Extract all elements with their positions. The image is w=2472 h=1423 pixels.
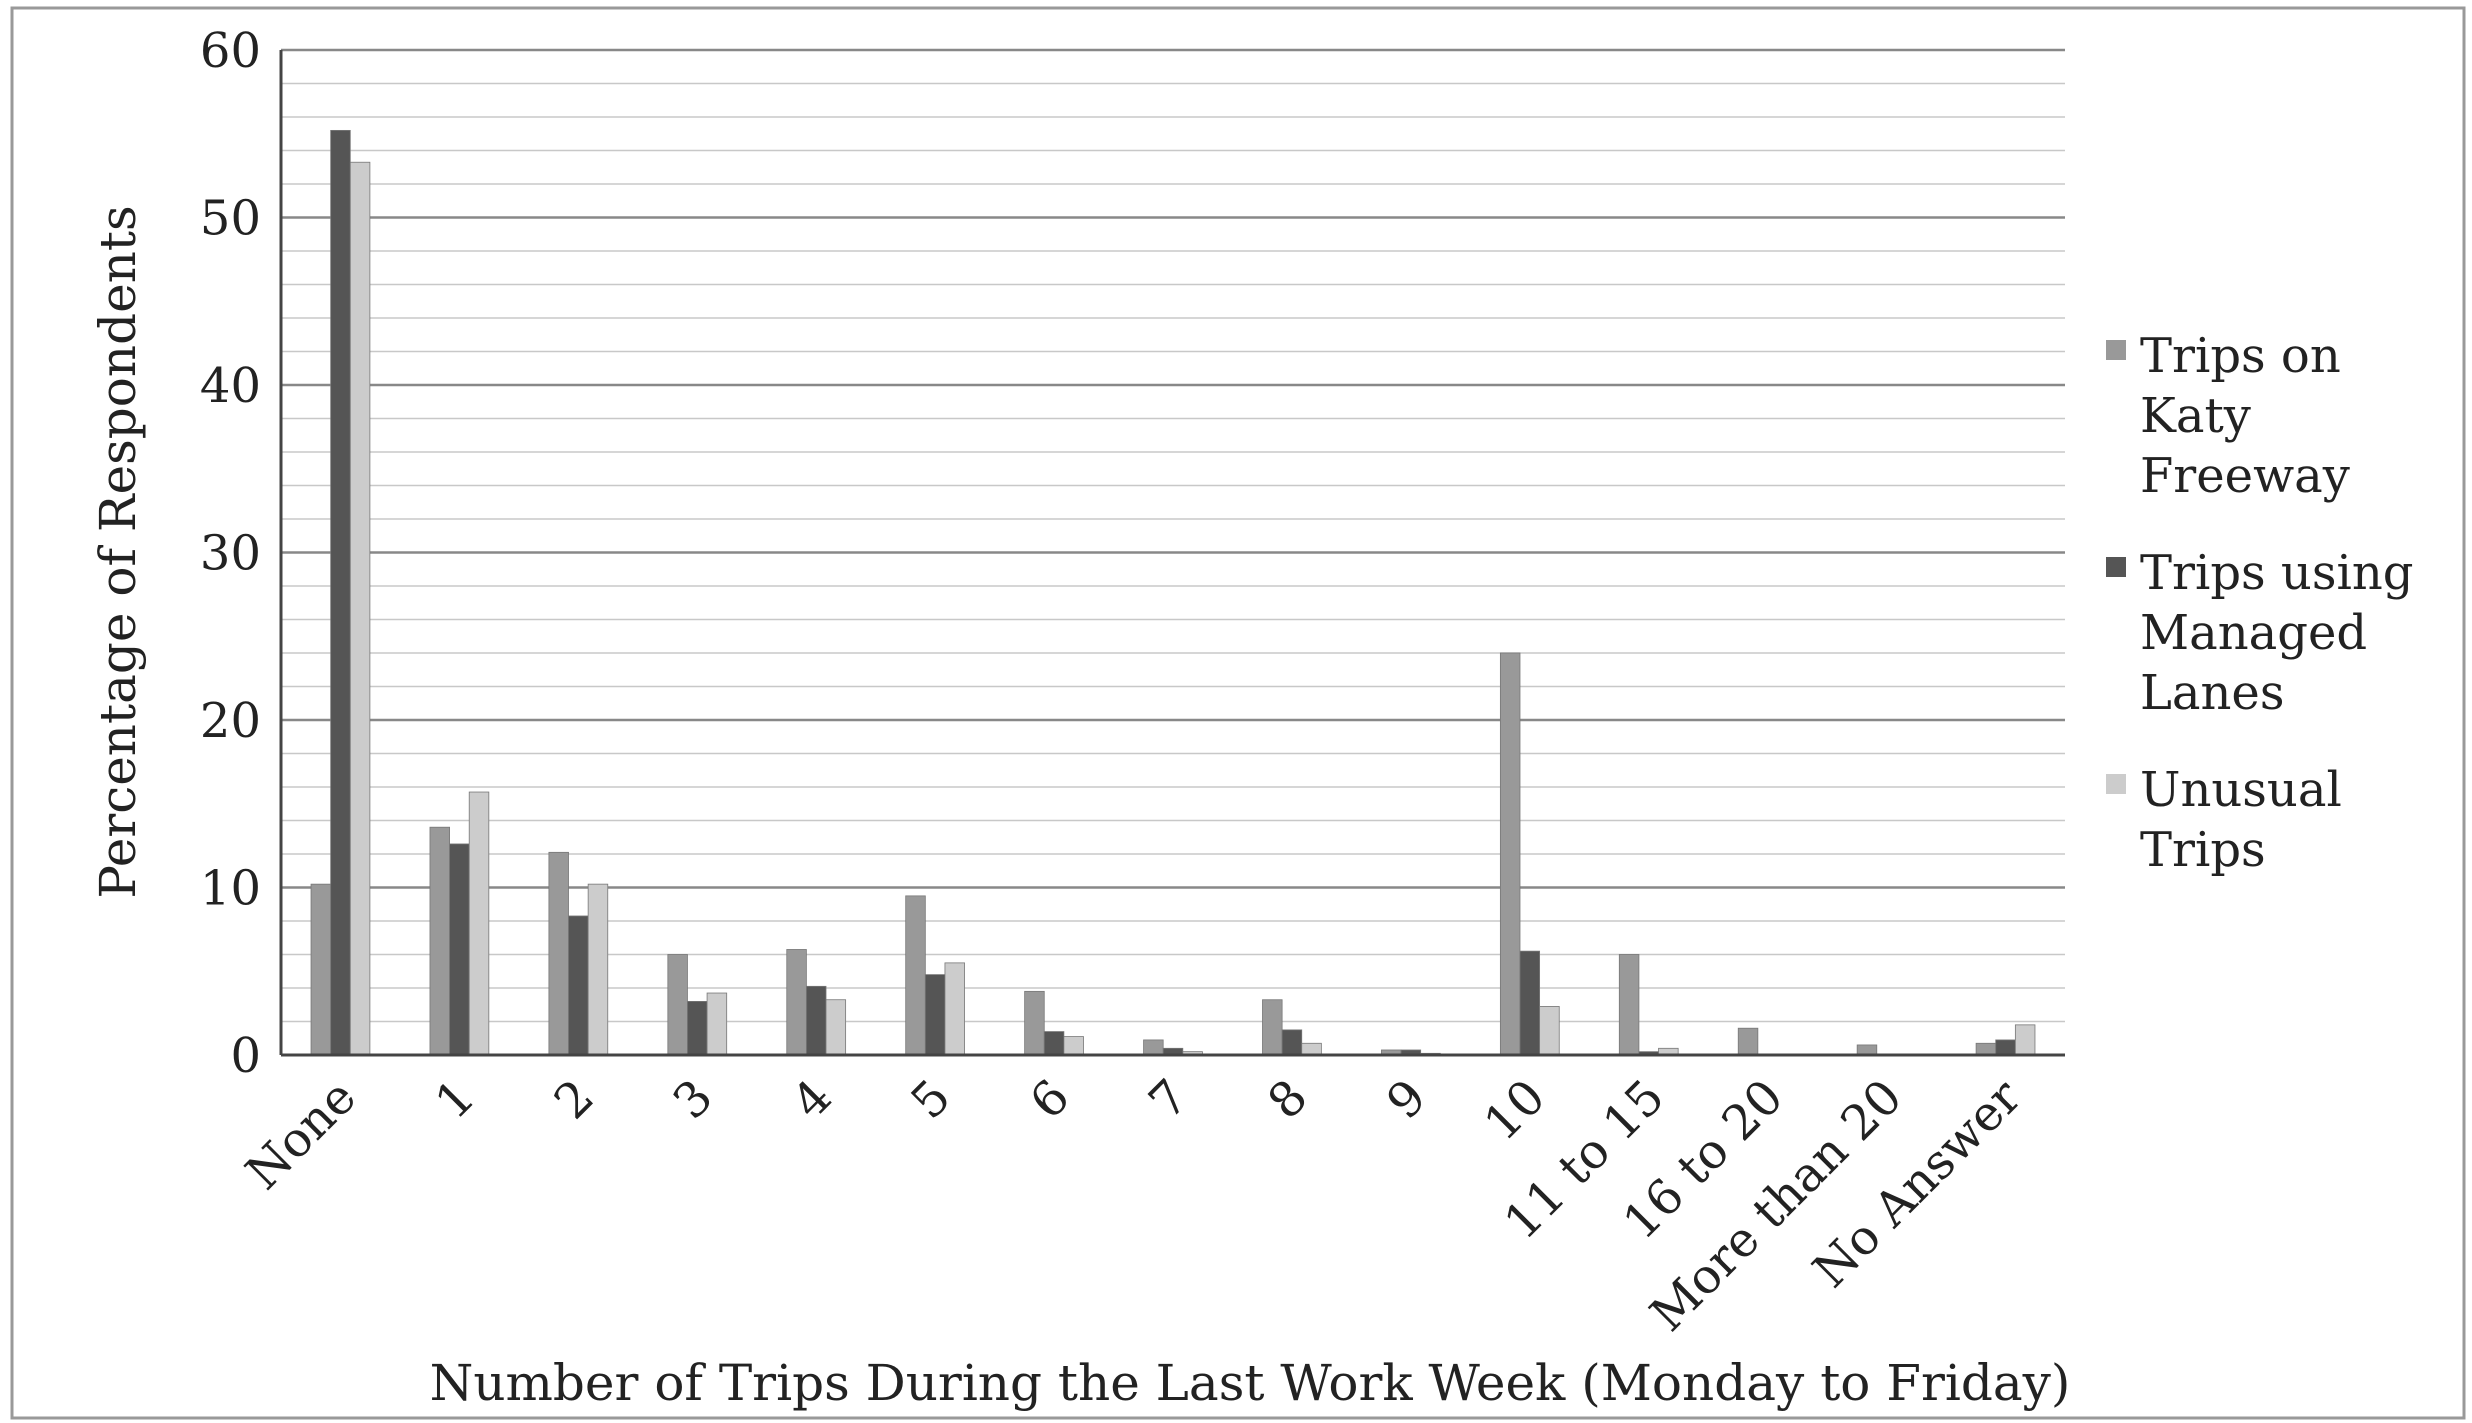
bar	[449, 843, 470, 1056]
frame	[10, 6, 2466, 1420]
legend-item: Unusual Trips	[2100, 760, 2440, 880]
bar	[825, 999, 847, 1056]
bar	[1737, 1027, 1759, 1056]
bar	[468, 791, 490, 1056]
bar	[687, 1001, 708, 1056]
bar	[1281, 1029, 1303, 1056]
x-tick-label: 1	[425, 1069, 486, 1130]
bar	[587, 883, 609, 1056]
bar	[548, 851, 569, 1056]
y-axis-title: Percentage of Respondents	[89, 205, 147, 898]
x-axis-title: Number of Trips During the Last Work Wee…	[430, 1354, 2071, 1412]
bar	[310, 883, 332, 1056]
x-tick-label: 3	[663, 1069, 724, 1130]
bar	[2014, 1024, 2036, 1056]
x-tick-label: 7	[1138, 1069, 1199, 1130]
bar	[1024, 990, 1045, 1056]
y-tick-label: 60	[200, 23, 261, 79]
bar	[1519, 950, 1541, 1056]
bar	[1043, 1031, 1065, 1056]
legend-item: Trips using Managed Lanes	[2100, 543, 2440, 723]
bar	[429, 826, 450, 1056]
bar	[786, 949, 807, 1056]
y-tick-label: 20	[200, 693, 261, 749]
x-tick-label: 8	[1257, 1069, 1318, 1130]
legend-label: Unusual Trips	[2140, 762, 2342, 878]
legend-label: Trips on Katy Freeway	[2140, 328, 2350, 504]
bar	[568, 915, 589, 1056]
x-tick-label: 10	[1473, 1069, 1556, 1152]
x-tick-label: 4	[781, 1069, 842, 1130]
bar	[1499, 652, 1521, 1056]
bar	[905, 895, 926, 1056]
legend: Trips on Katy Freeway Trips using Managed…	[2100, 326, 2440, 917]
y-tick-label: 50	[200, 191, 261, 247]
bar	[1143, 1039, 1164, 1056]
legend-label: Trips using Managed Lanes	[2140, 545, 2414, 721]
bar	[1995, 1039, 2016, 1056]
y-tick-label: 10	[200, 861, 261, 917]
bar	[805, 985, 827, 1056]
legend-swatch	[2106, 340, 2126, 360]
bar	[330, 129, 351, 1056]
x-tick-label: 6	[1019, 1069, 1080, 1130]
y-tick-label: 30	[200, 526, 261, 582]
x-tick-label: 2	[544, 1069, 605, 1130]
bar	[706, 992, 728, 1056]
x-tick-label: 9	[1376, 1069, 1437, 1130]
bar	[1262, 999, 1283, 1056]
bar	[349, 161, 371, 1056]
x-tick-label: 5	[900, 1069, 961, 1130]
bar	[1618, 954, 1640, 1056]
bar	[1539, 1006, 1560, 1056]
bar	[1301, 1042, 1322, 1056]
legend-swatch	[2106, 774, 2126, 794]
bar	[1063, 1036, 1084, 1056]
legend-swatch	[2106, 557, 2126, 577]
legend-item: Trips on Katy Freeway	[2100, 326, 2440, 506]
bar	[667, 954, 688, 1056]
x-tick-label: None	[235, 1069, 367, 1201]
y-tick-label: 0	[230, 1028, 261, 1084]
y-tick-label: 40	[200, 358, 261, 414]
bar	[944, 962, 965, 1056]
bar	[1975, 1042, 1997, 1056]
bar	[1856, 1044, 1878, 1056]
bar	[924, 974, 946, 1056]
